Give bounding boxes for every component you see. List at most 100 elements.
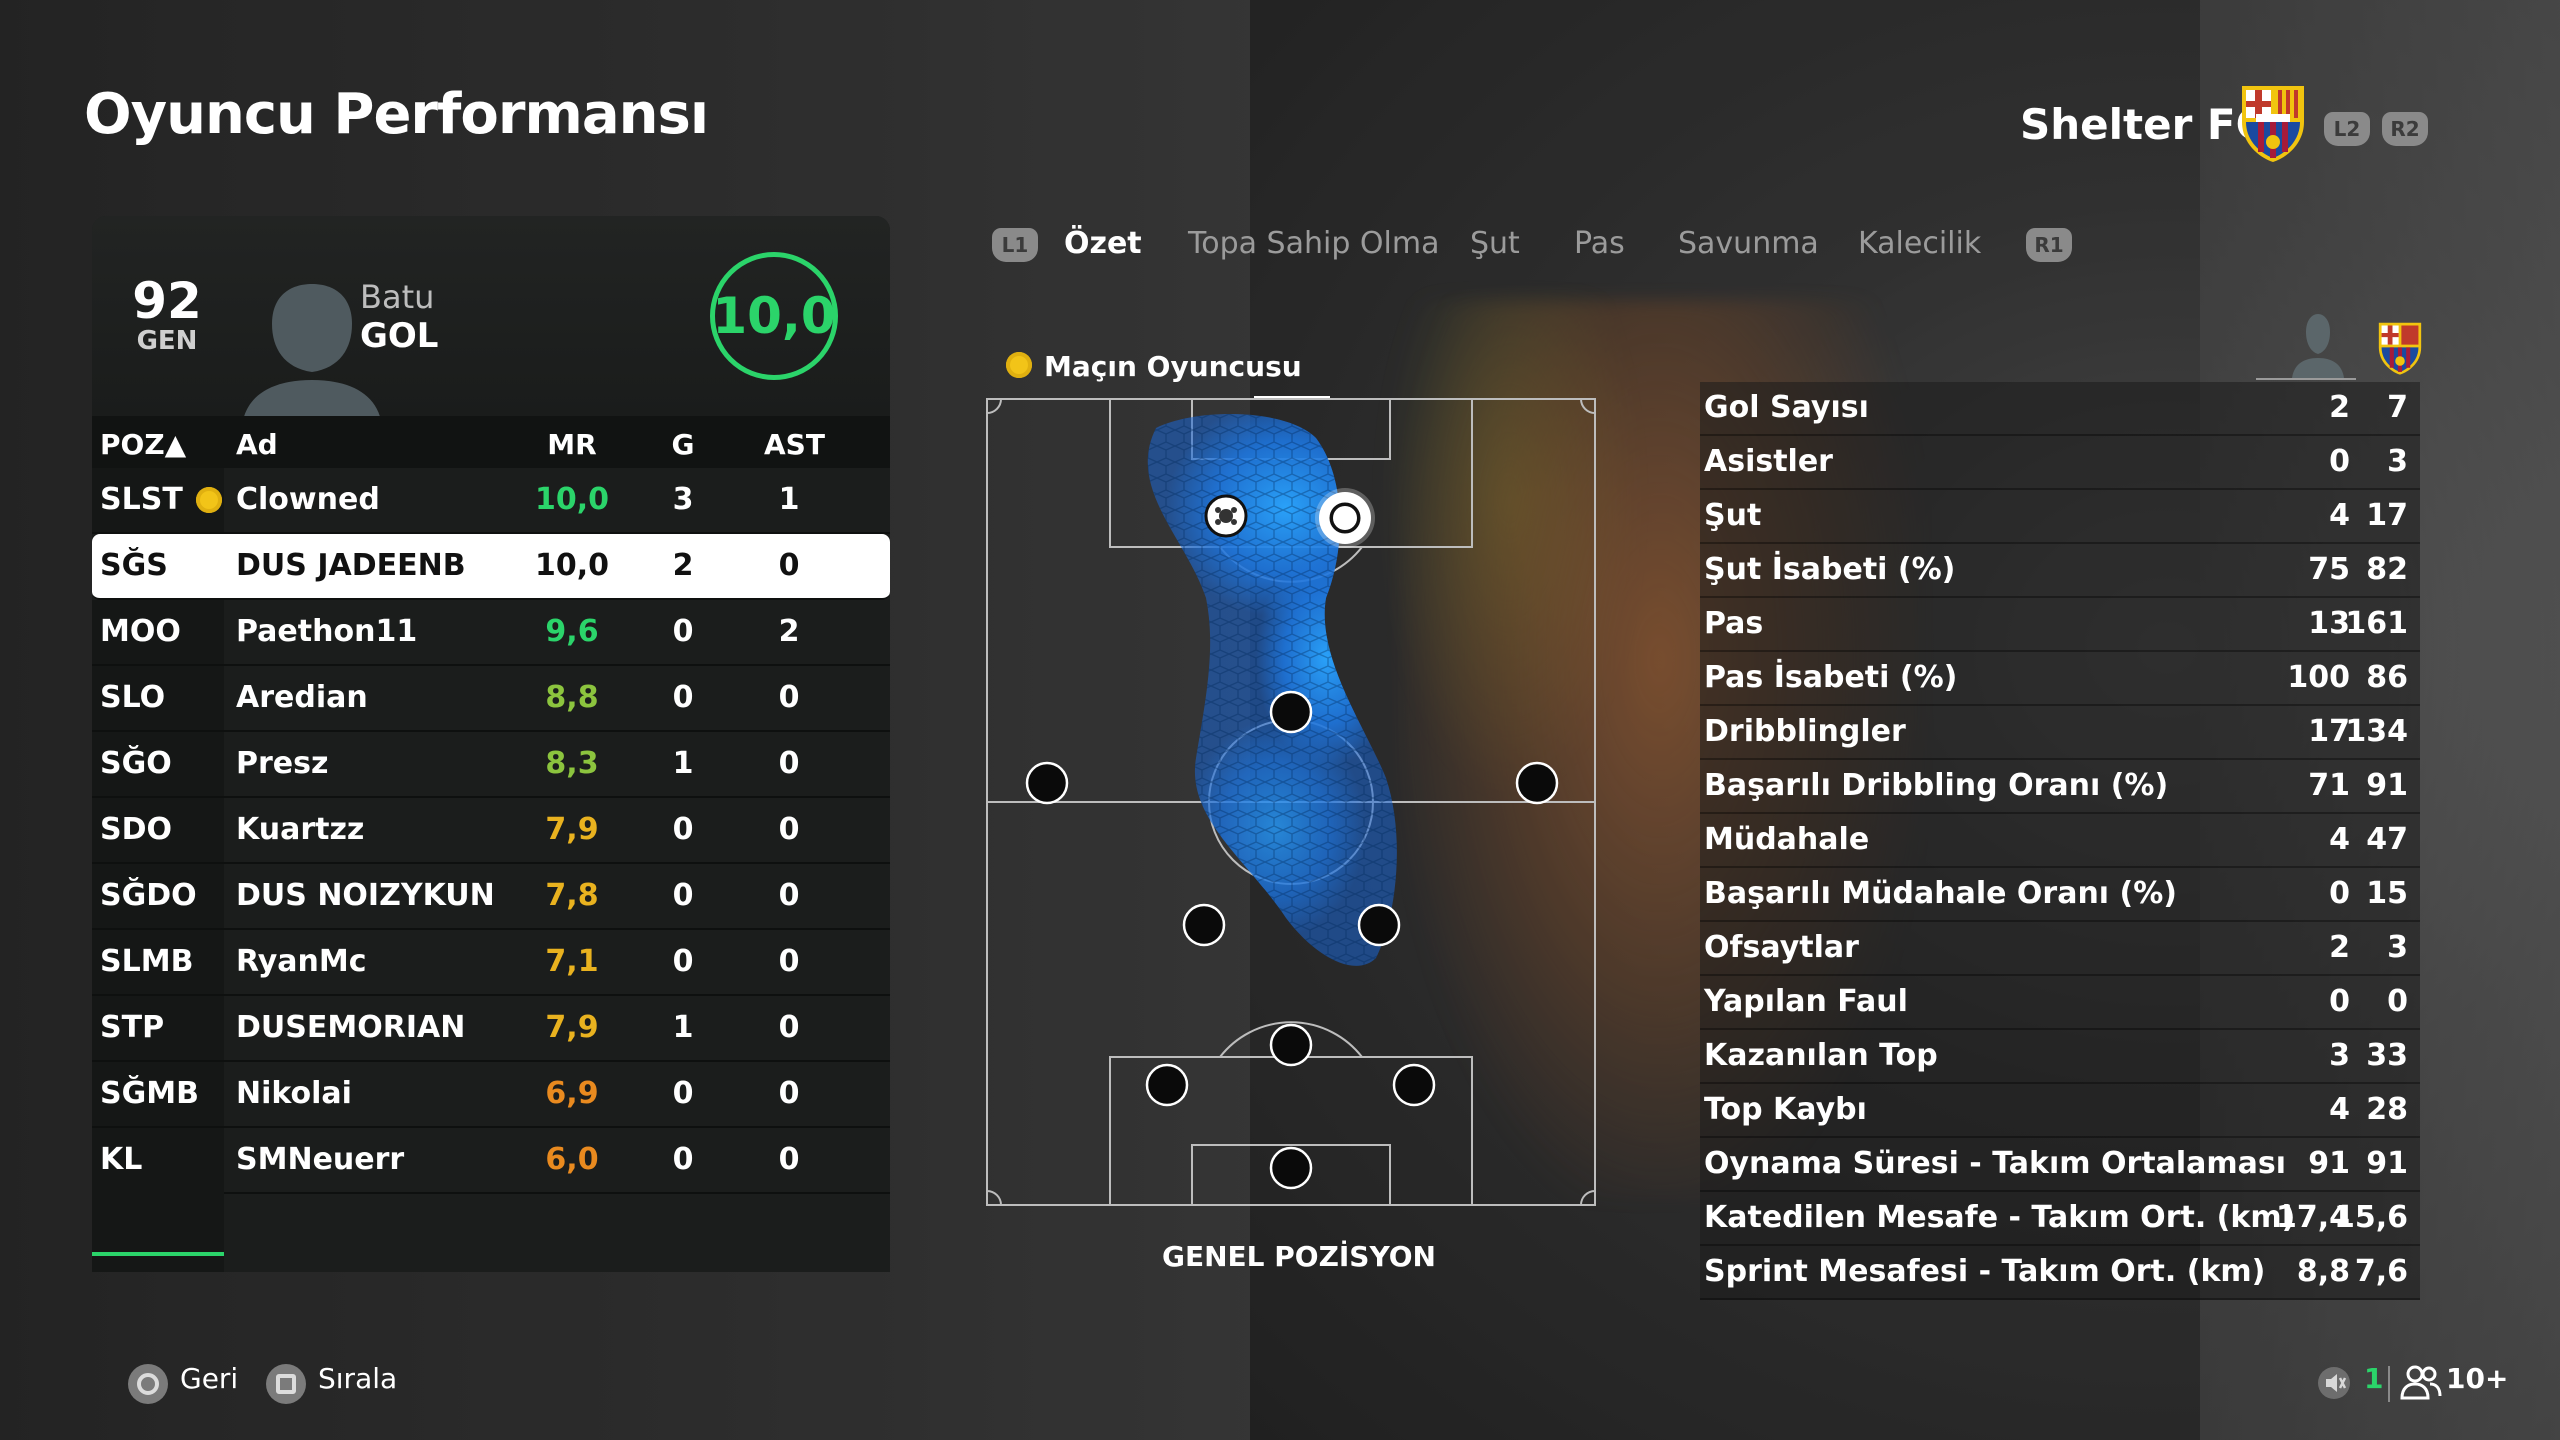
table-header: POZ▲ Ad MR G AST <box>92 416 890 468</box>
stat-label: Kazanılan Top <box>1704 1038 1938 1073</box>
stat-team-value: 28 <box>2366 1092 2408 1127</box>
row-rating: 9,6 <box>545 614 599 649</box>
header-name[interactable]: Ad <box>236 428 278 461</box>
row-goals: 0 <box>672 680 694 715</box>
sort-label[interactable]: Sırala <box>318 1362 398 1395</box>
table-row[interactable]: SĞO Presz 8,3 1 0 <box>92 732 890 798</box>
stat-player-value: 0 <box>2329 876 2350 911</box>
back-label[interactable]: Geri <box>180 1362 239 1395</box>
row-assists: 2 <box>778 614 800 649</box>
square-button-icon[interactable] <box>266 1364 306 1404</box>
row-rating: 10,0 <box>534 548 610 583</box>
table-row[interactable]: SLO Aredian 8,8 0 0 <box>92 666 890 732</box>
row-position: SĞO <box>92 732 224 796</box>
stat-row: Asistler 0 3 <box>1700 436 2420 490</box>
row-player-name: RyanMc <box>236 944 367 979</box>
stat-label: Başarılı Dribbling Oranı (%) <box>1704 768 2169 803</box>
row-rating: 7,9 <box>545 812 599 847</box>
table-row[interactable]: SLST Clowned 10,0 3 1 <box>92 468 890 534</box>
tab-topa-sahip-olma[interactable]: Topa Sahip Olma <box>1188 226 1440 261</box>
page-title: Oyuncu Performansı <box>84 82 709 147</box>
stat-player-value: 13 <box>2308 606 2350 641</box>
stat-player-value: 4 <box>2329 498 2350 533</box>
stat-row: Kazanılan Top 3 33 <box>1700 1030 2420 1084</box>
scroll-indicator <box>92 1252 224 1256</box>
row-position: SLST <box>92 468 224 532</box>
tab-pas[interactable]: Pas <box>1574 226 1625 261</box>
stat-player-value: 100 <box>2287 660 2350 695</box>
row-assists: 1 <box>778 482 800 517</box>
stat-player-value: 3 <box>2329 1038 2350 1073</box>
row-assists: 0 <box>778 746 800 781</box>
stat-team-value: 7 <box>2387 390 2408 425</box>
table-row[interactable]: SĞS DUS JADEENB 10,0 2 0 <box>92 534 890 600</box>
row-goals: 0 <box>672 1142 694 1177</box>
table-row[interactable]: STP DUSEMORIAN 7,9 1 0 <box>92 996 890 1062</box>
tab-kalecilik[interactable]: Kalecilik <box>1858 226 1982 261</box>
row-assists: 0 <box>778 548 800 583</box>
stat-label: Müdahale <box>1704 822 1870 857</box>
r2-button[interactable]: R2 <box>2382 112 2428 146</box>
row-assists: 0 <box>778 812 800 847</box>
stat-player-value: 2 <box>2329 390 2350 425</box>
stat-team-value: 0 <box>2387 984 2408 1019</box>
row-goals: 2 <box>672 548 694 583</box>
circle-button-icon[interactable] <box>128 1364 168 1404</box>
header-goals[interactable]: G <box>671 428 695 461</box>
stat-row: Top Kaybı 4 28 <box>1700 1084 2420 1138</box>
table-row[interactable]: SDO Kuartzz 7,9 0 0 <box>92 798 890 864</box>
row-player-name: DUSEMORIAN <box>236 1010 466 1045</box>
table-row[interactable]: SĞMB Nikolai 6,9 0 0 <box>92 1062 890 1128</box>
player-card: 92 GEN Batu GOL 10,0 <box>92 216 890 416</box>
stat-label: Gol Sayısı <box>1704 390 1869 425</box>
stat-player-value: 4 <box>2329 1092 2350 1127</box>
r1-button[interactable]: R1 <box>2026 228 2072 262</box>
stat-row: Şut İsabeti (%) 75 82 <box>1700 544 2420 598</box>
stat-row: Şut 4 17 <box>1700 490 2420 544</box>
stat-team-value: 86 <box>2366 660 2408 695</box>
table-row[interactable]: SLMB RyanMc 7,1 0 0 <box>92 930 890 996</box>
tab-savunma[interactable]: Savunma <box>1678 226 1819 261</box>
row-assists: 0 <box>778 1142 800 1177</box>
overall-rating: 92 GEN <box>122 276 212 356</box>
stat-label: Top Kaybı <box>1704 1092 1867 1127</box>
row-position: SĞMB <box>92 1062 224 1126</box>
stat-row: Pas 13 161 <box>1700 598 2420 652</box>
stat-label: Katedilen Mesafe - Takım Ort. (km) <box>1704 1200 2296 1235</box>
stat-player-value: 17 <box>2308 714 2350 749</box>
stat-label: Sprint Mesafesi - Takım Ort. (km) <box>1704 1254 2266 1289</box>
stat-player-value: 91 <box>2308 1146 2350 1181</box>
header-rating[interactable]: MR <box>547 428 597 461</box>
party-size: 10+ <box>2446 1362 2509 1395</box>
stat-team-value: 15 <box>2366 876 2408 911</box>
stat-label: Pas <box>1704 606 1764 641</box>
player-rows: SLST Clowned 10,0 3 1 SĞS DUS JADEENB 10,0 2 0 MOO… <box>92 468 890 1194</box>
stats-comparison-list: Gol Sayısı 2 7 Asistler 0 3 Şut 4 17 Şut İsabeti … <box>1700 382 2420 1300</box>
stat-row: Ofsaytlar 2 3 <box>1700 922 2420 976</box>
stat-row: Başarılı Müdahale Oranı (%) 0 15 <box>1700 868 2420 922</box>
stat-team-value: 3 <box>2387 930 2408 965</box>
stat-team-value: 134 <box>2345 714 2408 749</box>
players-count: 1 <box>2364 1362 2384 1395</box>
row-position: SLMB <box>92 930 224 994</box>
row-goals: 1 <box>672 746 694 781</box>
row-position: SĞDO <box>92 864 224 928</box>
table-row[interactable]: SĞDO DUS NOIZYKUN 7,8 0 0 <box>92 864 890 930</box>
table-row[interactable]: MOO Paethon11 9,6 0 2 <box>92 600 890 666</box>
l1-button[interactable]: L1 <box>992 228 1038 262</box>
header-position[interactable]: POZ▲ <box>100 428 187 461</box>
row-assists: 0 <box>778 1010 800 1045</box>
row-goals: 0 <box>672 878 694 913</box>
header-assists[interactable]: AST <box>764 428 825 461</box>
row-rating: 8,3 <box>545 746 599 781</box>
stat-player-value: 0 <box>2329 984 2350 1019</box>
heatmap-area <box>1147 414 1397 966</box>
stat-row: Oynama Süresi - Takım Ortalaması 91 91 <box>1700 1138 2420 1192</box>
row-rating: 8,8 <box>545 680 599 715</box>
team-crest-icon <box>2242 86 2304 162</box>
tab-sut[interactable]: Şut <box>1470 226 1520 261</box>
l2-button[interactable]: L2 <box>2324 112 2370 146</box>
stat-player-value: 8,8 <box>2296 1254 2350 1289</box>
row-assists: 0 <box>778 878 800 913</box>
tab-ozet[interactable]: Özet <box>1064 226 1142 261</box>
